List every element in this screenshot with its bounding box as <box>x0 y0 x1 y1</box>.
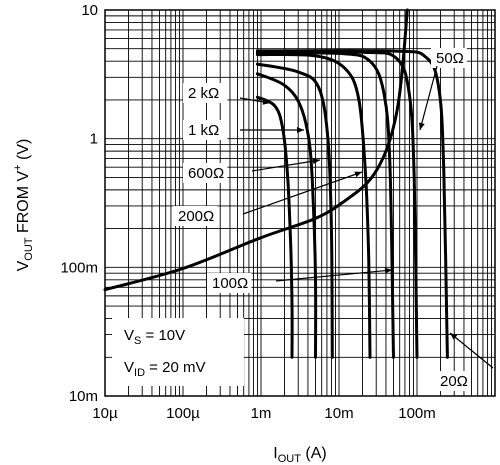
annotation-label: 200Ω <box>178 208 214 225</box>
annotation-background <box>173 206 218 226</box>
annotation-arrowhead <box>384 267 392 274</box>
plot-frame <box>104 9 496 397</box>
annotation-leader <box>275 269 393 282</box>
series-line <box>255 49 449 359</box>
y-tick-label: 100m <box>60 259 98 276</box>
annotation-background <box>183 83 228 103</box>
condition-vid: VID = 20 mV <box>124 359 205 379</box>
series-line <box>255 51 395 359</box>
annotation-background <box>183 163 228 183</box>
annotation-leader <box>251 159 321 172</box>
labels: 2 kΩ 1 kΩ 600Ω 200Ω 100Ω 50Ω 20Ω <box>173 48 494 391</box>
annotation-leader <box>419 65 438 131</box>
annotation-arrowhead <box>262 98 270 105</box>
annotation-leader <box>449 332 494 369</box>
x-tick-label: 10µ <box>92 405 118 422</box>
annotation-leader <box>242 171 363 215</box>
tick-labels: 10µ 100µ 1m 10m 100m 10m 100m 1 10 <box>60 2 435 422</box>
conditions-box: VS = 10V VID = 20 mV <box>112 318 244 386</box>
annotation-background <box>431 48 467 68</box>
x-tick-label: 1m <box>251 405 272 422</box>
y-tick-label: 10m <box>69 388 98 405</box>
series-line <box>255 52 372 359</box>
y-tick-label: 1 <box>90 131 98 148</box>
annotation-background <box>435 371 471 391</box>
annotation-arrowhead <box>354 171 362 178</box>
x-tick-label: 100µ <box>166 405 200 422</box>
curves <box>103 8 449 359</box>
condition-vs: VS = 10V <box>124 327 185 347</box>
annotation-background <box>183 120 228 140</box>
series-line <box>255 62 334 359</box>
annotation-label: 20Ω <box>440 373 468 390</box>
annotation-arrowhead <box>312 158 320 165</box>
series-line <box>255 72 318 359</box>
annotation-label: 50Ω <box>436 50 464 67</box>
y-tick-label: 10 <box>81 2 98 19</box>
annotation-background <box>207 273 252 293</box>
x-tick-label: 100m <box>398 405 436 422</box>
annotation-label: 2 kΩ <box>188 85 219 102</box>
annotation-arrowhead <box>297 127 304 133</box>
annotation-label: 100Ω <box>212 275 248 292</box>
annotation-arrowhead <box>450 333 458 340</box>
y-axis-title: VOUT FROM V+ (V) <box>12 139 35 272</box>
series-line <box>255 95 294 359</box>
current-limit-curve <box>103 8 409 292</box>
annotation-arrowhead <box>418 122 425 130</box>
x-axis-title: IOUT (A) <box>273 445 326 465</box>
annotation-label: 1 kΩ <box>188 122 219 139</box>
annotation-label: 600Ω <box>188 165 224 182</box>
x-tick-label: 10m <box>324 405 353 422</box>
